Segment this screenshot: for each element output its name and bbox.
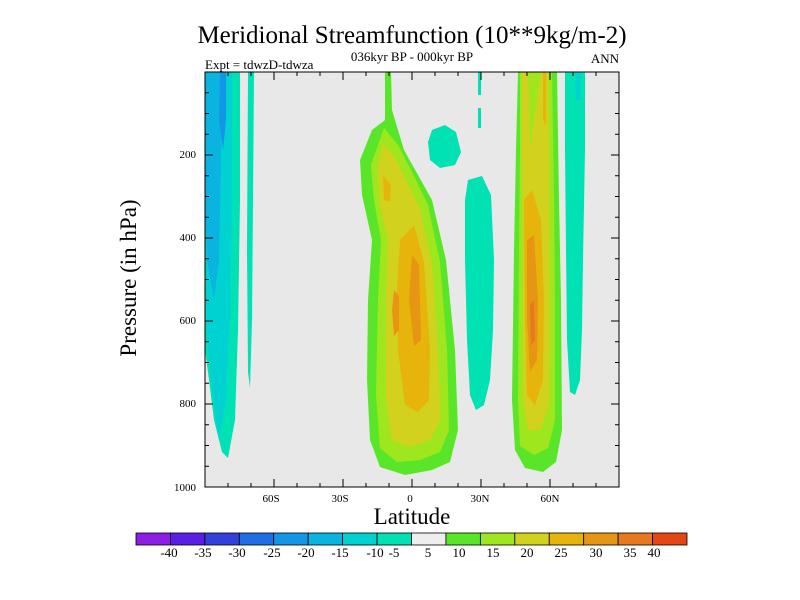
colorbar-label: 40 [648,545,661,560]
colorbar-label: -40 [160,545,177,560]
colorbar-swatch [307,532,344,546]
y-tick-label-400: 400 [180,232,197,244]
region-nh-highlat-negative-core [575,72,581,100]
colorbar-swatch [204,532,240,546]
x-axis-label: Latitude [374,504,451,529]
colorbar-label: -15 [331,545,348,560]
colorbar-label: -35 [194,545,211,560]
region-nh-highlat-negative [565,72,585,395]
colorbar-swatch [652,532,688,546]
colorbar [135,532,688,546]
x-tick-label-60n: 60N [541,493,560,505]
region-tropical-positive-25 [409,255,421,346]
colorbar-label: -20 [297,545,314,560]
colorbar-labels: -40 -35 -30 -25 -20 -15 -10 -5 5 10 15 2… [160,545,660,560]
region-nh-thin-line-2 [478,108,481,128]
colorbar-label: 30 [590,545,603,560]
chart-title: Meridional Streamfunction (10**9kg/m-2) [197,22,626,49]
colorbar-label: 25 [555,545,568,560]
axis-ticks [204,72,620,488]
colorbar-label: 20 [521,545,534,560]
colorbar-swatch [170,532,206,546]
region-tropical-positive-20b [383,175,391,202]
x-tick-labels: 60S 30S 0 30N 60N [262,493,559,505]
y-tick-label-200: 200 [180,149,197,161]
region-sh-narrow-band [247,72,254,388]
season-label: ANN [591,51,620,66]
colorbar-label: 35 [624,545,637,560]
region-tropical-negative-blob [428,125,461,168]
colorbar-swatch [376,532,412,546]
x-tick-label-30s: 30S [331,493,348,505]
colorbar-swatch [479,532,516,546]
colorbar-swatch [342,532,378,546]
region-nh-positive-20b [543,72,546,125]
y-tick-label-600: 600 [180,315,197,327]
x-tick-label-60s: 60S [262,493,279,505]
colorbar-swatch [273,532,309,546]
y-tick-label-1000: 1000 [174,482,197,494]
experiment-label: Expt = tdwzD-tdwza [205,57,314,72]
colorbar-swatch [445,532,481,546]
colorbar-swatch [411,532,447,546]
chart-subtitle: 036kyr BP - 000kyr BP [351,49,473,64]
colorbar-swatch [135,532,171,546]
x-tick-label-0: 0 [407,493,413,505]
region-nh-subtropical-negative [465,176,494,410]
colorbar-label: -5 [389,545,400,560]
region-nh-positive-30 [530,300,535,345]
y-tick-labels: 200 400 600 800 1000 [174,149,197,494]
region-sh-negative-core [205,72,222,300]
x-tick-label-30n: 30N [471,493,490,505]
colorbar-label: -30 [228,545,245,560]
colorbar-label: 10 [453,545,466,560]
colorbar-label: -25 [263,545,280,560]
contour-fill-group [205,72,585,475]
colorbar-swatch [583,532,619,546]
y-tick-label-800: 800 [180,398,197,410]
y-axis-label: Pressure (in hPa) [116,199,141,356]
region-tropical-positive-25b [392,290,399,336]
colorbar-swatch [514,532,550,546]
region-sh-negative-core2 [219,72,226,150]
colorbar-label: -10 [366,545,383,560]
colorbar-label: 5 [425,545,432,560]
colorbar-swatch [238,532,275,546]
colorbar-swatch [548,532,585,546]
region-nh-thin-line-1 [478,72,481,95]
colorbar-label: 15 [487,545,500,560]
colorbar-swatch [617,532,653,546]
